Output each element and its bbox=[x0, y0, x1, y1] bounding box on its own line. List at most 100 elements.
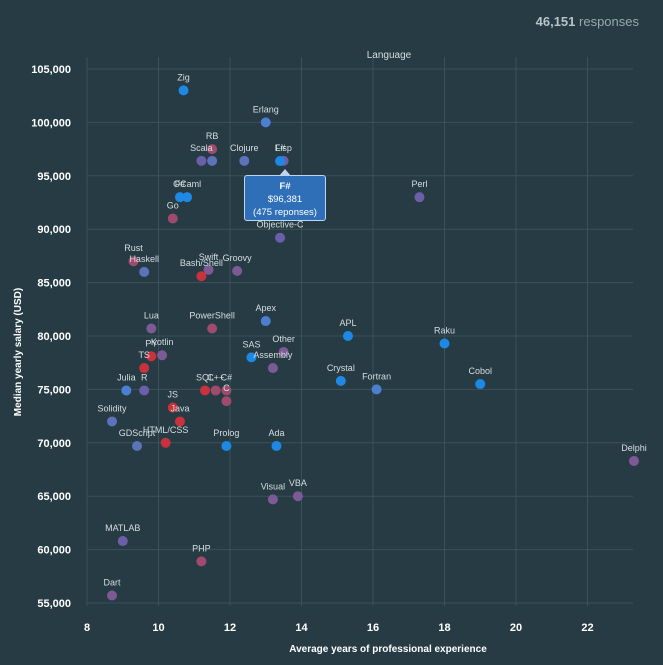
point-label: Swift bbox=[199, 252, 219, 262]
data-point[interactable] bbox=[121, 385, 132, 396]
y-tick-label: 105,000 bbox=[31, 64, 71, 76]
data-point[interactable] bbox=[207, 323, 218, 334]
y-tick-label: 75,000 bbox=[37, 384, 71, 396]
point-label: PY bbox=[145, 338, 157, 348]
data-point[interactable] bbox=[260, 117, 271, 128]
data-point[interactable] bbox=[628, 455, 639, 466]
point-label: APL bbox=[339, 318, 356, 328]
data-point[interactable] bbox=[174, 416, 185, 427]
data-point[interactable] bbox=[232, 265, 243, 276]
data-point[interactable] bbox=[167, 213, 178, 224]
data-point[interactable] bbox=[128, 256, 139, 267]
data-point[interactable] bbox=[174, 192, 185, 203]
data-point[interactable] bbox=[246, 352, 257, 363]
point-label: Kotlin bbox=[151, 337, 174, 347]
point-label: GDScript bbox=[119, 428, 156, 438]
data-point[interactable] bbox=[278, 347, 289, 358]
data-point[interactable] bbox=[275, 156, 286, 167]
x-tick-label: 20 bbox=[510, 622, 522, 634]
point-label: Crystal bbox=[327, 363, 355, 373]
point-label: HTML/CSS bbox=[143, 425, 189, 435]
point-label: Apex bbox=[255, 303, 276, 313]
data-point[interactable] bbox=[160, 437, 171, 448]
point-label: OCaml bbox=[173, 179, 201, 189]
point-label: Raku bbox=[434, 325, 455, 335]
data-point[interactable] bbox=[196, 155, 207, 166]
data-point[interactable] bbox=[157, 350, 168, 361]
data-point[interactable] bbox=[371, 384, 382, 395]
y-tick-label: 80,000 bbox=[37, 331, 71, 343]
data-point[interactable] bbox=[275, 232, 286, 243]
y-tick-label: 65,000 bbox=[37, 491, 71, 503]
responses-count: 46,151 bbox=[535, 14, 576, 29]
data-point[interactable] bbox=[167, 402, 178, 413]
point-label: Dart bbox=[104, 578, 122, 588]
data-point[interactable] bbox=[221, 385, 232, 396]
y-axis-title: Median yearly salary (USD) bbox=[13, 288, 24, 416]
data-point[interactable] bbox=[271, 441, 282, 452]
y-tick-label: 85,000 bbox=[37, 278, 71, 290]
data-point[interactable] bbox=[221, 396, 232, 407]
data-point[interactable] bbox=[221, 441, 232, 452]
grid bbox=[86, 57, 633, 606]
point-label: SAS bbox=[242, 339, 260, 349]
data-point[interactable] bbox=[207, 155, 218, 166]
x-tick-label: 16 bbox=[367, 622, 379, 634]
data-point[interactable] bbox=[267, 494, 278, 505]
data-point[interactable] bbox=[196, 556, 207, 567]
point-label: C++ bbox=[207, 372, 224, 382]
x-tick-label: 22 bbox=[581, 622, 593, 634]
data-point[interactable] bbox=[342, 331, 353, 341]
data-point[interactable] bbox=[139, 363, 150, 374]
point-label: Objective-C bbox=[257, 220, 305, 230]
data-point[interactable] bbox=[146, 323, 157, 334]
data-point[interactable] bbox=[210, 385, 221, 396]
data-point[interactable] bbox=[439, 338, 450, 349]
point-label: Julia bbox=[117, 372, 136, 382]
data-point[interactable] bbox=[139, 266, 150, 277]
data-point[interactable] bbox=[196, 271, 207, 282]
data-point[interactable] bbox=[132, 441, 143, 452]
point-label: Lua bbox=[144, 311, 159, 321]
data-point[interactable] bbox=[107, 590, 118, 601]
data-point[interactable] bbox=[199, 385, 210, 396]
data-point[interactable] bbox=[335, 375, 346, 386]
point-label: C bbox=[223, 383, 230, 393]
data-point[interactable] bbox=[182, 192, 193, 203]
y-axis-ticks: 55,000 60,000 65,000 70,000 75,000 80,000 85,0… bbox=[31, 64, 71, 610]
data-point[interactable] bbox=[146, 351, 157, 362]
data-point[interactable] bbox=[260, 316, 271, 327]
data-point[interactable] bbox=[207, 144, 218, 155]
point-label: Solidity bbox=[98, 403, 128, 413]
point-label: SQL bbox=[196, 372, 214, 382]
tooltip: F# $96,381 (475 reponses) bbox=[244, 169, 326, 221]
y-tick-label: 55,000 bbox=[37, 598, 71, 610]
point-label: Other bbox=[272, 334, 295, 344]
data-point[interactable] bbox=[239, 155, 250, 166]
point-label: F# bbox=[275, 143, 286, 153]
legend-title: Language bbox=[367, 50, 412, 61]
point-label: Go bbox=[167, 201, 179, 211]
data-point[interactable] bbox=[139, 385, 150, 396]
point-label: Assembly bbox=[253, 350, 293, 360]
data-points bbox=[107, 85, 639, 601]
point-label: Java bbox=[170, 403, 189, 413]
data-point[interactable] bbox=[107, 416, 118, 427]
y-tick-label: 95,000 bbox=[37, 171, 71, 183]
point-label: Groovy bbox=[223, 253, 253, 263]
point-label: TS bbox=[138, 350, 150, 360]
point-label: Bash/Shell bbox=[180, 258, 223, 268]
data-point[interactable] bbox=[267, 363, 278, 374]
data-point[interactable] bbox=[178, 85, 189, 96]
point-label: Lisp bbox=[275, 143, 292, 153]
data-point[interactable] bbox=[203, 264, 214, 275]
y-tick-label: 60,000 bbox=[37, 545, 71, 557]
data-point[interactable] bbox=[117, 536, 128, 547]
point-label: Cobol bbox=[468, 366, 492, 376]
data-point[interactable] bbox=[414, 192, 425, 203]
data-point[interactable] bbox=[475, 379, 486, 390]
point-label: F# bbox=[175, 179, 186, 189]
responses-label: responses bbox=[579, 14, 639, 29]
data-point[interactable] bbox=[292, 491, 303, 502]
